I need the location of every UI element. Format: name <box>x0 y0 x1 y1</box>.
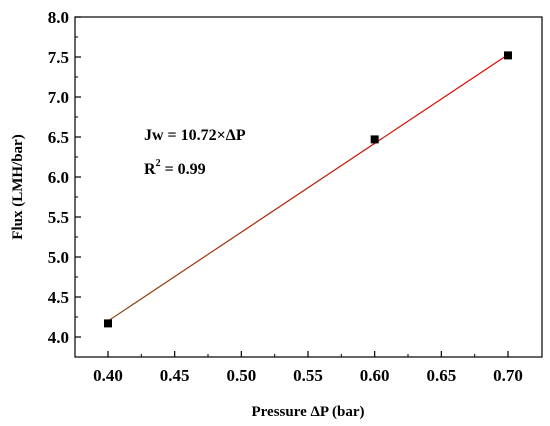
y-axis-ticks: 4.0 4.5 5.0 5.5 6.0 6.5 7.0 7.5 8.0 <box>48 8 81 347</box>
y-tick-label: 4.5 <box>48 288 69 307</box>
y-tick-label: 6.5 <box>48 128 69 147</box>
x-tick-label: 0.55 <box>293 366 323 385</box>
x-tick-label: 0.65 <box>426 366 456 385</box>
data-point <box>104 319 112 328</box>
x-axis-ticks: 0.40 0.45 0.50 0.55 0.60 0.65 0.70 <box>93 351 523 385</box>
data-point <box>370 135 379 144</box>
linear-fit-line <box>107 54 509 322</box>
x-tick-label: 0.60 <box>360 366 390 385</box>
x-tick-label: 0.70 <box>493 366 523 385</box>
y-tick-label: 6.0 <box>48 168 69 187</box>
x-tick-label: 0.40 <box>93 366 123 385</box>
x-axis-title: Pressure ΔP (bar) <box>252 404 365 420</box>
plot-frame <box>74 16 543 358</box>
y-tick-label: 7.5 <box>48 48 69 67</box>
y-tick-label: 4.0 <box>48 328 69 347</box>
annotation-r2: R2 = 0.99 <box>144 158 206 178</box>
data-point <box>504 51 512 60</box>
y-tick-label: 8.0 <box>48 8 69 27</box>
y-axis-title: Flux (LMH/bar) <box>10 134 26 239</box>
data-points <box>104 51 512 328</box>
y-tick-label: 5.5 <box>48 208 69 227</box>
x-tick-label: 0.45 <box>160 366 190 385</box>
y-tick-label: 5.0 <box>48 248 69 267</box>
y-tick-label: 7.0 <box>48 88 69 107</box>
x-tick-label: 0.50 <box>226 366 256 385</box>
annotation-equation: Jw = 10.72×ΔP <box>144 127 246 144</box>
